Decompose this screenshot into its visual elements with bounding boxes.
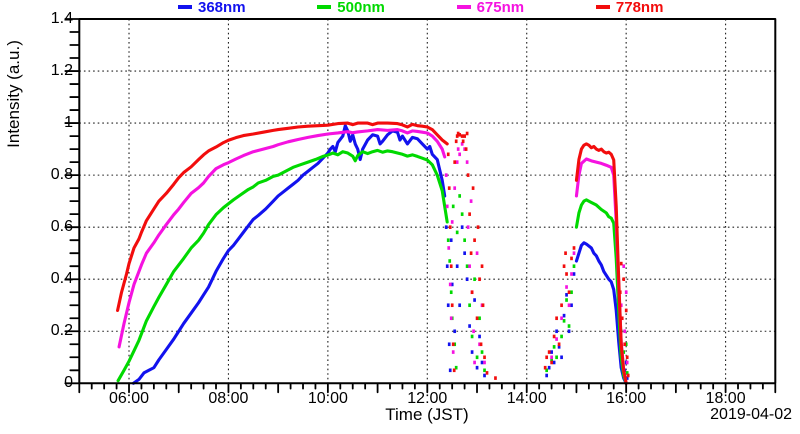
y-tick-label-0.8: 0.8 [50, 166, 73, 184]
y-tick-label-0.6: 0.6 [50, 218, 73, 236]
x-tick-label-08:00: 08:00 [208, 390, 249, 407]
y-tick-label-0.4: 0.4 [50, 270, 73, 288]
y-tick-label-1.4: 1.4 [50, 10, 73, 27]
date-label: 2019-04-02 [710, 406, 792, 423]
legend-label: 778nm [615, 0, 664, 16]
legend-line-marker [595, 5, 610, 10]
x-tick-label-12:00: 12:00 [407, 390, 448, 407]
x-tick-label-18:00: 18:00 [705, 390, 746, 407]
y-tick-label-0.2: 0.2 [50, 322, 73, 340]
y-axis-title: Intensity (a.u.) [4, 40, 23, 148]
y-tick-label-0: 0 [64, 374, 73, 392]
legend-item-675nm: 675nm [456, 0, 525, 16]
legend-line-marker [456, 5, 471, 10]
legend-item-368nm: 368nm [178, 0, 246, 16]
legend-label: 675nm [476, 0, 525, 16]
legend-label: 368nm [198, 0, 246, 16]
y-tick-label-1: 1 [64, 114, 73, 132]
x-tick-label-06:00: 06:00 [108, 390, 150, 407]
legend-line-marker [317, 5, 332, 10]
y-tick-label-1.2: 1.2 [50, 62, 73, 80]
x-tick-label-14:00: 14:00 [506, 390, 547, 407]
legend-line-marker [178, 5, 192, 10]
x-tick-label-16:00: 16:00 [606, 390, 647, 407]
legend-item-500nm: 500nm [317, 0, 385, 16]
x-tick-label-10:00: 10:00 [307, 390, 348, 407]
legend-item-778nm: 778nm [595, 0, 664, 16]
x-axis-title: Time (JST) [385, 405, 469, 424]
legend-label: 500nm [337, 0, 385, 16]
